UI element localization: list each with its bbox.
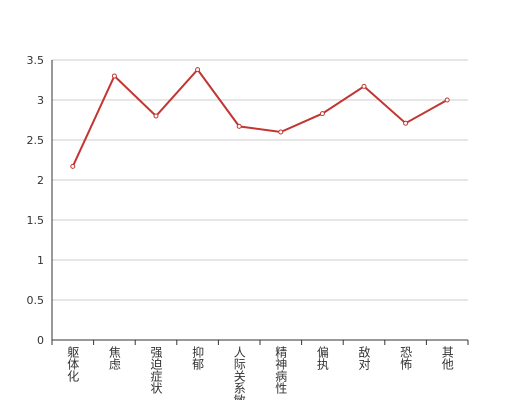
y-tick-label: 0 [37, 334, 44, 347]
point [236, 123, 242, 129]
y-tick-label: 1.5 [27, 214, 45, 227]
y-tick-label: 2.5 [27, 134, 45, 147]
x-tick-label: 强迫症状 [149, 346, 163, 394]
y-tick-label: 1 [37, 254, 44, 267]
point [195, 67, 201, 73]
point [278, 129, 284, 135]
x-tick-label: 恐怖 [399, 346, 413, 370]
point [111, 73, 117, 79]
y-tick-label: 3 [37, 94, 44, 107]
x-tick-label: 抑郁 [191, 345, 205, 371]
point [153, 113, 159, 119]
point [70, 163, 76, 169]
x-tick-label: 人际关系敏感 [232, 346, 246, 400]
x-tick-label: 躯体化 [66, 345, 80, 383]
point [444, 97, 450, 103]
x-tick-label: 精神病性 [274, 346, 288, 395]
y-tick-label: 3.5 [27, 54, 45, 67]
x-tick-label: 其他 [440, 346, 454, 370]
y-tick-label: 2 [37, 174, 44, 187]
x-tick-label: 敌对 [357, 345, 371, 370]
point [319, 111, 325, 117]
y-tick-label: 0.5 [27, 294, 45, 307]
point [403, 120, 409, 126]
point [361, 83, 367, 89]
line [71, 68, 448, 167]
x-tick-label: 焦虑 [107, 346, 121, 370]
x-tick-label: 偏执 [315, 345, 329, 371]
